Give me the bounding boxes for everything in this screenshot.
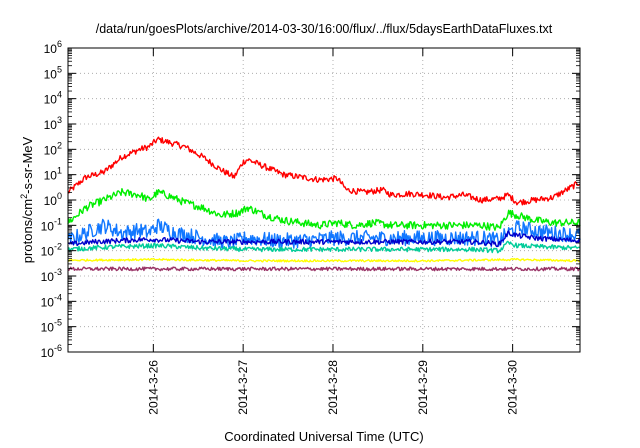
series-line-7: [67, 266, 581, 272]
y-tick-label: 102: [44, 140, 62, 157]
series-line-2: [67, 188, 581, 231]
series-group: [67, 136, 581, 272]
y-tick-label-exp: 3: [57, 115, 62, 125]
y-axis-title-base: protons/cm: [20, 199, 35, 263]
y-tick-label-base: 10: [41, 219, 55, 233]
y-tick-label-base: 10: [44, 93, 58, 107]
x-tick-label: 2014-3-29: [416, 360, 430, 415]
y-tick-label-base: 10: [44, 169, 58, 183]
y-tick-labels: 10610510410310210110010-110-210-310-410-…: [41, 39, 62, 360]
y-tick-label-base: 10: [44, 194, 58, 208]
x-tick-label: 2014-3-26: [146, 360, 160, 415]
y-tick-label-exp: 4: [57, 90, 62, 100]
axis-ticks: [68, 47, 580, 353]
y-tick-label-exp: -6: [54, 343, 62, 353]
y-tick-label-base: 10: [44, 67, 58, 81]
x-tick-label: 2014-3-28: [326, 360, 340, 415]
y-axis-title-sup: 2: [19, 194, 29, 199]
x-tick-label: 2014-3-30: [506, 360, 520, 415]
y-tick-label-exp: 1: [57, 166, 62, 176]
y-tick-label: 10-4: [41, 292, 62, 309]
y-tick-label: 100: [44, 191, 62, 208]
y-axis-title: protons/cm2-s-sr-MeV: [19, 136, 35, 263]
y-tick-label-exp: -5: [54, 318, 62, 328]
y-tick-label: 105: [44, 64, 62, 81]
y-tick-label-exp: -2: [54, 242, 62, 252]
x-tick-labels: 2014-3-26 2014-3-27 2014-3-28 2014-3-29 2014…: [146, 360, 519, 415]
y-tick-label: 101: [44, 166, 62, 183]
y-tick-label: 10-1: [41, 216, 62, 233]
y-tick-label-exp: 6: [57, 39, 62, 49]
y-tick-label-base: 10: [44, 118, 58, 132]
y-tick-label: 10-3: [41, 267, 62, 284]
y-tick-label-base: 10: [41, 321, 55, 335]
y-tick-label-base: 10: [44, 42, 58, 56]
y-tick-label-exp: -1: [54, 216, 62, 226]
y-tick-label-exp: 5: [57, 64, 62, 74]
y-tick-label: 104: [44, 90, 62, 107]
series-line-5: [67, 240, 581, 254]
y-axis-title-rest: -s-sr-MeV: [20, 136, 35, 193]
series-line-1: [67, 136, 581, 206]
y-tick-label-base: 10: [41, 245, 55, 259]
x-tick-label: 2014-3-27: [236, 360, 250, 415]
y-tick-label-exp: -3: [54, 267, 62, 277]
y-tick-label-base: 10: [41, 346, 55, 360]
series-line-6: [67, 257, 581, 263]
series-line-3: [67, 218, 581, 250]
y-tick-label: 10-2: [41, 242, 62, 259]
y-tick-label-base: 10: [41, 270, 55, 284]
y-tick-label-exp: 2: [57, 140, 62, 150]
series-line-4: [67, 230, 581, 248]
chart-title: /data/run/goesPlots/archive/2014-03-30/1…: [96, 22, 553, 36]
y-tick-label: 10-6: [41, 343, 62, 360]
x-axis-title: Coordinated Universal Time (UTC): [224, 429, 423, 444]
y-tick-label: 103: [44, 115, 62, 132]
y-tick-label: 106: [44, 39, 62, 56]
y-tick-label-base: 10: [41, 295, 55, 309]
y-tick-label-exp: -4: [54, 292, 62, 302]
y-tick-label-exp: 0: [57, 191, 62, 201]
y-tick-label: 10-5: [41, 318, 62, 335]
y-tick-label-base: 10: [44, 143, 58, 157]
